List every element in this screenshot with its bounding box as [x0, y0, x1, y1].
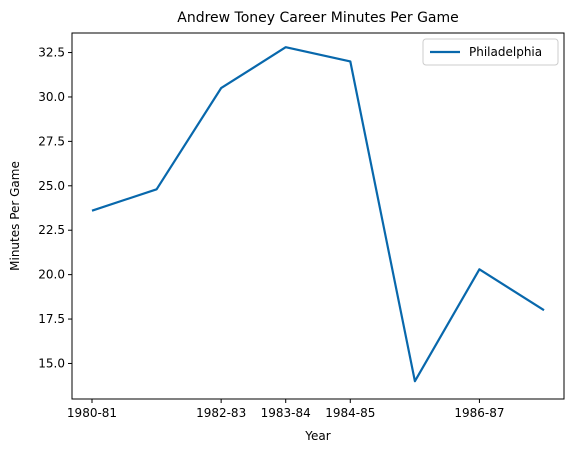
legend-box	[422, 38, 559, 66]
legend: Philadelphia	[422, 38, 559, 66]
y-axis-label: Minutes Per Game	[8, 161, 22, 271]
y-tick-label: 25.0	[38, 179, 65, 193]
x-tick-label: 1982-83	[196, 406, 246, 420]
y-tick-label: 20.0	[38, 268, 65, 282]
x-tick-label: 1980-81	[67, 406, 117, 420]
y-axis: 15.0 17.5 20.0 22.5 25.0 27.5 30.0 32.5	[38, 46, 72, 370]
y-tick-label: 17.5	[38, 312, 65, 326]
x-axis: 1980-81 1982-83 1983-84 1984-85 1986-87	[67, 399, 504, 420]
y-tick-label: 30.0	[38, 90, 65, 104]
chart-title: Andrew Toney Career Minutes Per Game	[177, 10, 459, 26]
x-tick-label: 1984-85	[325, 406, 375, 420]
x-axis-label: Year	[304, 429, 330, 443]
series-layer	[91, 46, 545, 383]
y-tick-label: 32.5	[38, 46, 65, 60]
x-tick-label: 1983-84	[261, 406, 311, 420]
y-tick-label: 15.0	[38, 356, 65, 370]
y-tick-label: 22.5	[38, 223, 65, 237]
legend-label-philadelphia: Philadelphia	[469, 45, 542, 59]
y-tick-label: 27.5	[38, 134, 65, 148]
series-line-philadelphia	[91, 46, 545, 383]
plot-area	[71, 32, 565, 400]
x-tick-label: 1986-87	[454, 406, 504, 420]
